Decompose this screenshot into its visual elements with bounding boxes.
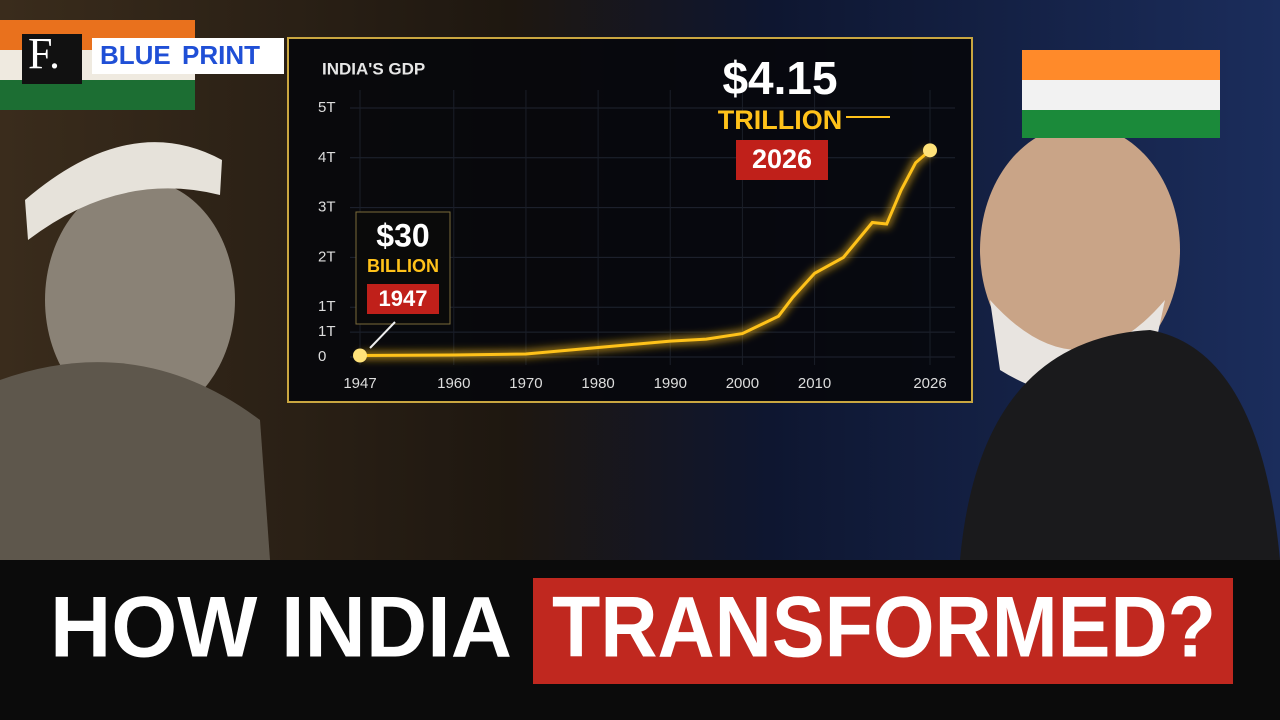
annotation-unit: TRILLION [718, 105, 842, 135]
x-tick-label: 1960 [437, 375, 470, 392]
x-tick-label: 1947 [343, 375, 376, 392]
headline-first: HOW INDIA [50, 580, 512, 676]
y-tick-label: 5T [318, 99, 336, 116]
annotation-arrow [369, 321, 396, 349]
y-tick-label: 0 [318, 348, 326, 365]
headline-box [533, 578, 1233, 684]
x-tick-label: 1970 [509, 375, 542, 392]
chart-title: INDIA'S GDP [322, 59, 425, 78]
x-tick-label: 2026 [913, 375, 946, 392]
brand-box [92, 38, 284, 74]
plot: 0 1T 1T 2T 3T 4T 5T 1947 1960 1970 1980 1990 2000 201… [318, 52, 955, 392]
end-point [923, 143, 937, 158]
y-tick-label: 4T [318, 149, 336, 166]
brand: F. BLUE PRINT [22, 29, 284, 84]
annotation-unit: BILLION [367, 256, 439, 276]
x-tick-label: 1980 [581, 375, 614, 392]
logo-box [22, 34, 82, 84]
right-figure [960, 50, 1280, 560]
annotation-amount: $30 [376, 217, 429, 253]
line [359, 149, 931, 357]
x-tick-label: 2010 [798, 375, 831, 392]
annotation-year: 1947 [379, 286, 428, 311]
annotation-year: 2026 [752, 144, 812, 174]
y-tick-label: 2T [318, 248, 336, 265]
y-tick-label: 3T [318, 199, 336, 216]
y-tick-label: 1T [318, 298, 336, 315]
annotation-year-box [367, 284, 439, 314]
x-tick-label: 1990 [654, 375, 687, 392]
headline-second: TRANSFORMED? [552, 580, 1216, 676]
brand-print: PRINT [182, 40, 260, 70]
end-point [353, 348, 367, 363]
logo: F. [28, 29, 60, 78]
brand-blue: BLUE [100, 40, 171, 70]
left-figure [0, 142, 270, 560]
annotation-amount: $4.15 [722, 52, 837, 104]
y-tick-label: 1T [318, 323, 336, 340]
annotation-year-box [736, 140, 828, 180]
x-tick-label: 2000 [726, 375, 759, 392]
